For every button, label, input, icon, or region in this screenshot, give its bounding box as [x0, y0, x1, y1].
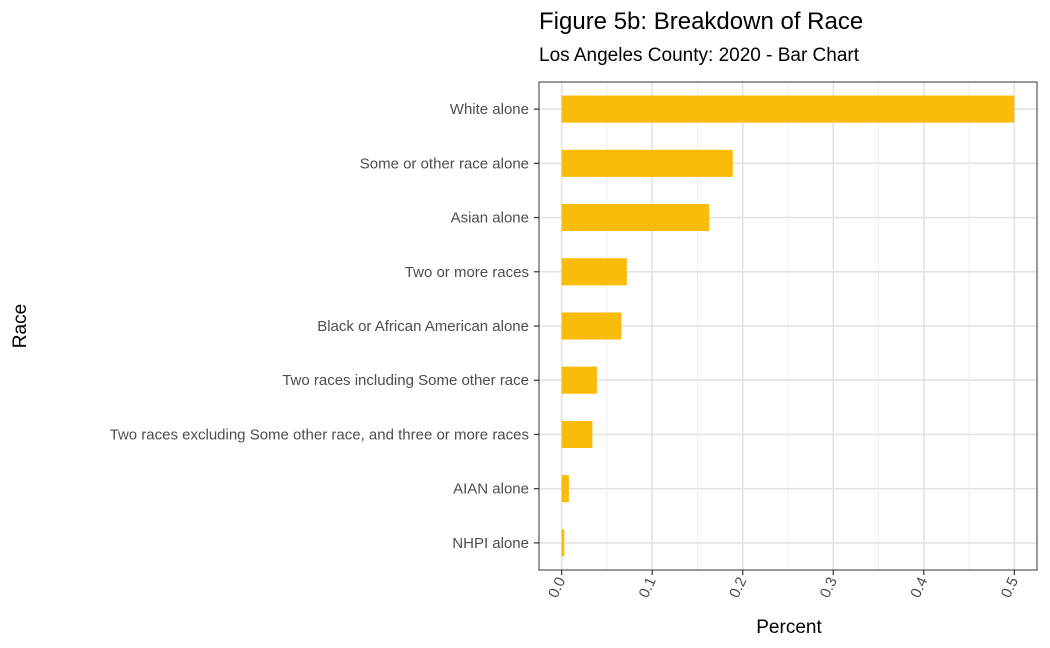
x-tick-label: 0.0 [545, 575, 569, 601]
x-tick-label: 0.2 [726, 575, 750, 601]
chart-subtitle: Los Angeles County: 2020 - Bar Chart [539, 45, 860, 66]
bar [561, 95, 1015, 123]
bar [561, 312, 622, 340]
bar [561, 366, 597, 394]
x-axis-title: Percent [756, 617, 822, 638]
y-tick-label: Two races including Some other race [282, 372, 529, 389]
chart-title: Figure 5b: Breakdown of Race [539, 8, 863, 35]
y-axis-title: Race [10, 304, 31, 348]
bars [561, 95, 1015, 557]
y-tick-label: Two races excluding Some other race, and… [110, 426, 529, 443]
bar [561, 420, 593, 448]
x-axis: 0.0 0.1 0.2 0.3 0.4 0.5 [545, 570, 1022, 601]
bar [561, 149, 733, 177]
y-tick-label: Black or African American alone [317, 318, 529, 335]
y-tick-label: AIAN alone [453, 481, 529, 498]
x-tick-label: 0.3 [817, 575, 841, 601]
bar [561, 475, 569, 503]
bar [561, 258, 627, 286]
y-tick-label: Some or other race alone [360, 155, 529, 172]
y-axis: White alone Some or other race alone Asian… [110, 101, 539, 552]
x-tick-label: 0.4 [907, 575, 931, 601]
y-tick-label: NHPI alone [452, 535, 529, 552]
x-tick-label: 0.1 [636, 575, 660, 601]
bar [561, 204, 710, 232]
y-tick-label: White alone [450, 101, 529, 118]
x-tick-label: 0.5 [998, 575, 1022, 601]
y-tick-label: Asian alone [451, 210, 529, 227]
y-tick-label: Two or more races [405, 264, 529, 281]
bar [561, 529, 565, 557]
